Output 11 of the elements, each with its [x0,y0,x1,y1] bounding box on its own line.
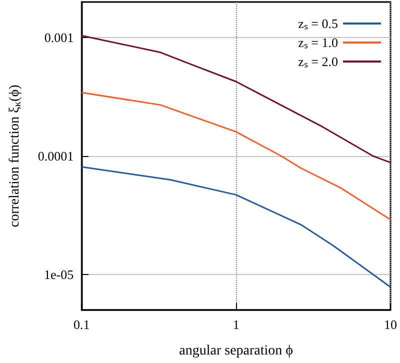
y-tick-label: 1e-05 [44,266,74,282]
y-tick-label: 0.001 [44,30,74,46]
y-tick-label: 0.0001 [38,148,74,164]
x-tick-label: 10 [384,317,397,332]
legend-label: zₛ = 1.0 [298,35,338,50]
x-tick-label: 0.1 [74,317,90,332]
y-axis-title: correlation function ξκ(ϕ) [8,84,24,228]
x-tick-label: 1 [232,317,240,332]
legend-label: zₛ = 2.0 [298,54,338,69]
legend-label: zₛ = 0.5 [298,16,338,31]
x-axis-title: angular separation ϕ [179,344,294,358]
